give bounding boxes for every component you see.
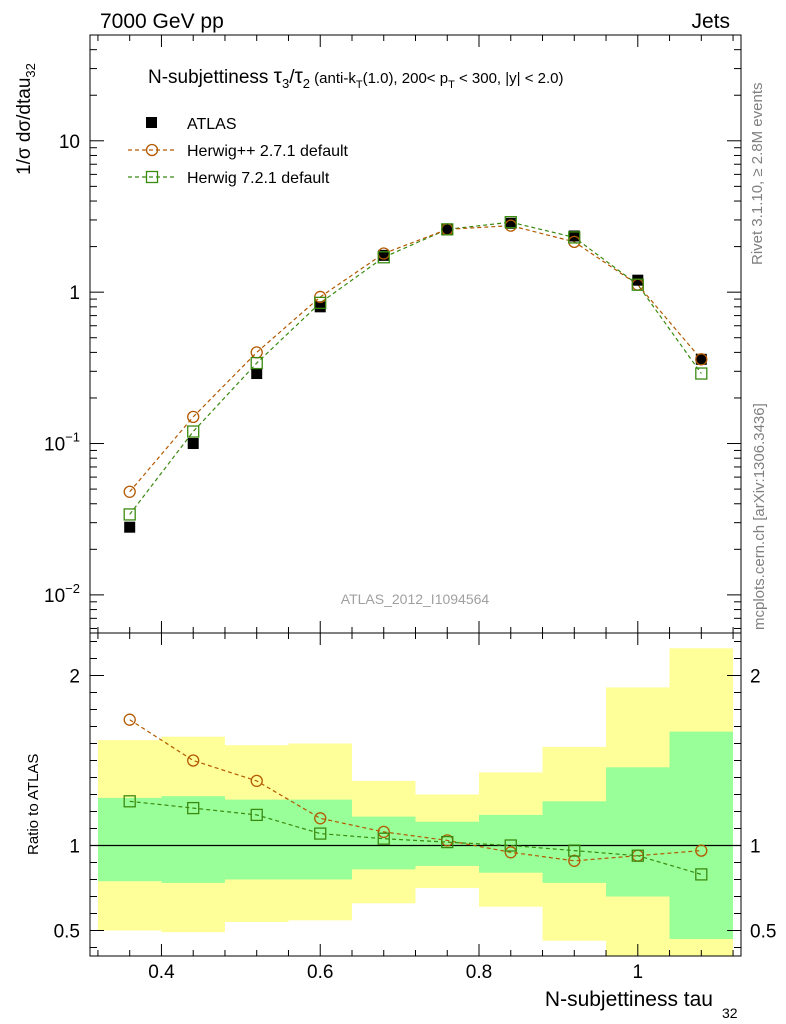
x-axis-label: N-subjettiness tau: [545, 988, 713, 1011]
plot-title: N-subjettiness τ3/τ2 (anti-kT(1.0), 200<…: [148, 65, 564, 91]
data-point-herwig7: [377, 251, 390, 264]
data-point-herwig7: [123, 508, 136, 521]
legend: ATLAS Herwig++ 2.7.1 default Herwig 7.2.…: [128, 116, 349, 187]
main-y-tick-label: 10: [59, 132, 80, 153]
data-point-herwig7: [695, 367, 708, 380]
ratio-y-tick-label-right: 1: [750, 837, 761, 858]
ratio-band-inner: [224, 799, 289, 880]
main-line-herwig7: [129, 221, 702, 515]
data-point-atlas: [378, 249, 390, 261]
ratio-y-tick-label: 2: [69, 667, 80, 688]
ratio-point-herwigpp: [695, 844, 708, 857]
ratio-panel-frame: [89, 632, 742, 957]
ratio-band-inner: [97, 797, 162, 882]
main-series-lines: [129, 221, 702, 515]
ratio-line-herwigpp: [129, 719, 702, 862]
data-point-herwig7: [631, 278, 644, 291]
ratio-series-lines: [129, 719, 702, 875]
ratio-band-inner: [479, 814, 543, 873]
main-y-tick-label: 10−1: [44, 430, 80, 456]
header-right: Jets: [691, 10, 730, 33]
data-point-atlas: [695, 353, 707, 365]
ratio-point-herwig7: [250, 808, 263, 822]
main-y-axis-label: 1/σ dσ/dtau32: [14, 63, 38, 175]
data-point-atlas: [124, 521, 136, 533]
data-point-herwigpp: [123, 485, 136, 498]
x-tick-label: 0.4: [148, 962, 175, 983]
ratio-band-inner: [351, 816, 416, 870]
ratio-band-inner: [161, 796, 225, 883]
legend-label-herwigpp: Herwig++ 2.7.1 default: [187, 143, 349, 160]
data-point-atlas: [251, 368, 263, 380]
ratio-y-axis-label: Ratio to ATLAS: [25, 754, 42, 855]
x-tick-label: 0.6: [307, 962, 333, 983]
ratio-point-herwigpp: [123, 713, 136, 726]
ratio-point-herwig7: [123, 795, 136, 808]
data-point-herwig7: [314, 296, 327, 309]
data-point-herwig7: [504, 216, 517, 229]
ratio-band-inner: [542, 801, 607, 883]
data-point-herwig7: [187, 425, 200, 438]
legend-label-atlas: ATLAS: [187, 116, 237, 133]
data-point-herwig7: [441, 223, 454, 236]
legend-marker-herwigpp: [145, 143, 159, 157]
data-point-herwig7: [250, 356, 263, 370]
ratio-line-herwig7: [129, 800, 702, 875]
ratio-point-herwigpp: [250, 774, 263, 788]
ratio-series-markers: [123, 713, 708, 881]
ratio-y-tick-label: 1: [69, 837, 80, 858]
main-y-tick-label: 10−2: [44, 581, 80, 607]
ratio-bands: [97, 648, 734, 956]
ratio-point-herwig7: [568, 844, 581, 857]
mcplots-label: mcplots.cern.ch [arXiv:1306.3436]: [751, 403, 768, 630]
axes: [90, 34, 741, 956]
rivet-version-label: Rivet 3.1.10, ≥ 2.8M events: [749, 83, 766, 266]
analysis-watermark: ATLAS_2012_I1094564: [341, 591, 490, 607]
data-point-atlas: [441, 223, 453, 235]
header-left: 7000 GeV pp: [100, 10, 224, 33]
data-point-herwigpp: [695, 353, 708, 366]
legend-marker-herwig7: [145, 170, 159, 184]
data-point-herwig7: [568, 231, 581, 244]
ratio-point-herwigpp: [377, 825, 390, 839]
x-tick-label: 0.8: [466, 962, 492, 983]
ratio-y-tick-label-right: 0.5: [750, 922, 776, 943]
ratio-point-herwig7: [504, 839, 517, 852]
ratio-point-herwigpp: [504, 846, 517, 859]
ratio-y-tick-label: 0.5: [54, 922, 80, 943]
ratio-point-herwig7: [631, 849, 644, 862]
ratio-point-herwigpp: [187, 754, 200, 767]
x-axis-label-subscript: 32: [722, 1005, 738, 1021]
main-y-tick-label: 1: [69, 283, 80, 304]
data-point-atlas: [632, 274, 644, 286]
x-tick-label: 1: [633, 962, 644, 983]
ratio-point-herwigpp: [314, 812, 327, 825]
ratio-y-tick-label-right: 2: [750, 667, 761, 688]
legend-label-herwig7: Herwig 7.2.1 default: [187, 170, 330, 187]
ratio-point-herwig7: [695, 868, 708, 881]
data-point-herwigpp: [187, 410, 200, 424]
data-point-atlas: [187, 438, 199, 450]
data-point-herwigpp: [250, 346, 263, 359]
ratio-point-herwigpp: [568, 854, 581, 867]
ratio-point-herwig7: [441, 835, 454, 849]
ratio-point-herwig7: [187, 801, 200, 815]
data-point-atlas: [505, 217, 517, 229]
ratio-point-herwig7: [314, 827, 327, 840]
ratio-point-herwig7: [377, 832, 390, 845]
tick-labels: 0.4 0.6 0.8 1 10 1 10−1 10−2 2 2 1 1 0.5 0.5: [44, 132, 776, 983]
main-line-herwigpp: [129, 225, 702, 493]
main-series-markers: [123, 216, 708, 533]
ratio-band-inner: [669, 731, 734, 939]
data-point-atlas: [314, 301, 326, 313]
legend-marker-atlas: [146, 117, 157, 128]
ratio-band-inner: [606, 767, 670, 897]
